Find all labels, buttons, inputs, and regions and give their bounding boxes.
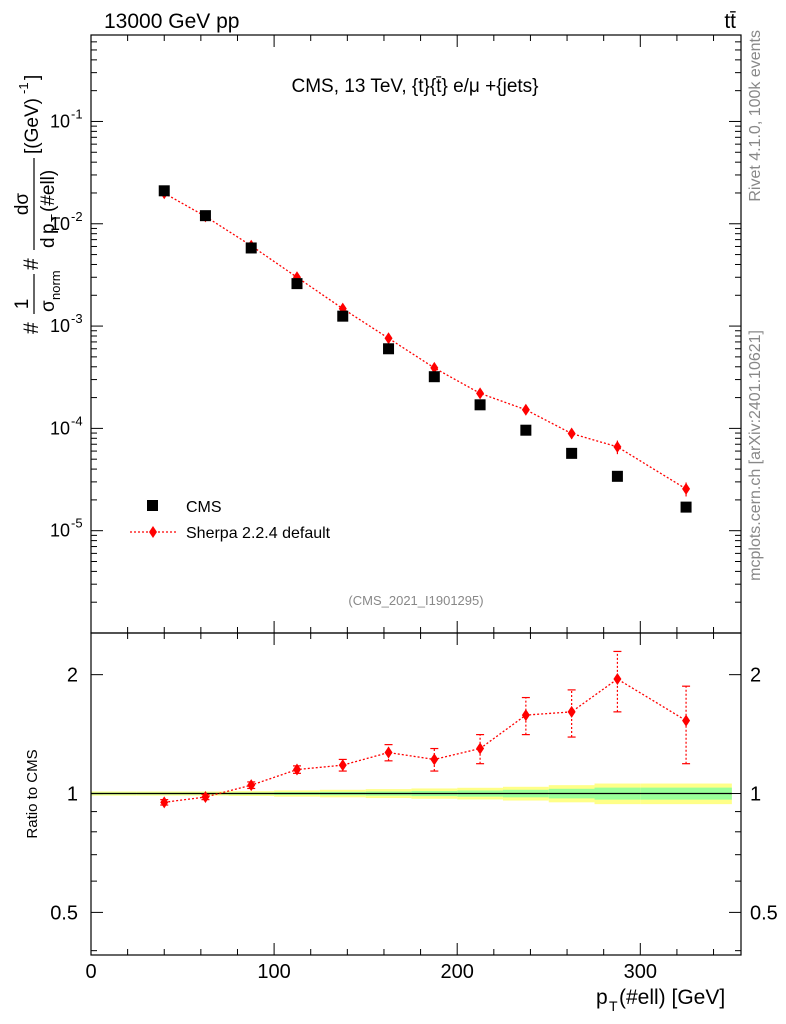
ratio-sherpa-point (476, 742, 485, 755)
ratio-sherpa-point (292, 763, 301, 776)
ratio-y-axis-title: Ratio to CMS (24, 749, 41, 838)
sherpa-point (682, 482, 691, 495)
ratio-y-tick-label-right: 1 (750, 784, 761, 806)
ytitle-one: 1 (12, 299, 33, 310)
x-tick-label: 300 (624, 961, 657, 983)
ytitle-t: T (48, 214, 63, 222)
legend-sherpa-marker (149, 526, 157, 538)
ratio-sherpa-point (430, 753, 439, 766)
analysis-id-label: (CMS_2021_I1901295) (348, 593, 483, 608)
cms-point (520, 424, 532, 436)
ratio-y-tick-label-right: 2 (750, 665, 761, 687)
rivet-info-label: Rivet 4.1.0, 100k events (747, 30, 764, 202)
y-tick-label-exponent: -5 (71, 516, 83, 531)
y-tick-label-exponent: -3 (71, 311, 83, 326)
sherpa-point (567, 427, 576, 440)
y-tick-label-exponent: -1 (71, 106, 83, 121)
ratio-sherpa-point (613, 673, 622, 686)
cms-point (428, 371, 440, 383)
cms-point (383, 343, 395, 355)
svg-text:#: # (20, 322, 43, 334)
ytitle-hash1: # (20, 322, 43, 334)
ratio-sherpa-point (160, 796, 169, 809)
ratio-sherpa-line (164, 678, 687, 803)
ratio-sherpa-point (567, 705, 576, 718)
legend-cms-label: CMS (186, 499, 222, 516)
ytitle-sigma: σ (38, 300, 59, 312)
cms-point (611, 470, 623, 482)
x-tick-label: 0 (85, 961, 96, 983)
collision-label: 13000 GeV pp (104, 10, 239, 33)
ratio-y-tick-label-right: 0.5 (750, 902, 778, 924)
ratio-sherpa-point (682, 714, 691, 727)
mcplots-label: mcplots.cern.ch [arXiv:2401.10621] (747, 330, 764, 581)
xtitle-p: p (596, 986, 608, 1009)
sherpa-line (163, 192, 687, 490)
cms-point (566, 447, 578, 459)
xtitle-t: T (609, 998, 618, 1014)
cms-point (337, 310, 349, 322)
main-plot-frame (90, 34, 742, 634)
x-tick-label: 100 (257, 961, 290, 983)
ytitle-units: [(GeV) (22, 98, 43, 154)
legend-sherpa-label: Sherpa 2.2.4 default (186, 525, 331, 542)
ytitle-p: p (38, 223, 59, 234)
ratio-plot-frame (90, 632, 742, 956)
cms-point (199, 210, 211, 222)
main-title: CMS, 13 TeV, {t}{t̄} e/μ +{jets} (291, 76, 538, 97)
ytitle-units-close: ] (22, 75, 43, 80)
cms-point (680, 501, 692, 513)
cms-point (245, 242, 257, 254)
xtitle-rest: (#ell) [GeV] (619, 986, 725, 1009)
cms-point (158, 185, 170, 197)
sherpa-point (521, 403, 530, 416)
ytitle-d: d (38, 237, 59, 248)
sherpa-point (384, 332, 393, 345)
y-tick-label: 10 (50, 214, 70, 234)
legend-cms-marker (147, 500, 158, 511)
main-y-axis-title: # 1 σ norm # dσ d p T (#ell) [(GeV) -1 ] (12, 75, 63, 334)
ratio-y-tick-label-left: 1 (67, 784, 78, 806)
ytitle-units-exp: -1 (16, 82, 31, 94)
process-label: tt̄ (724, 10, 736, 33)
ratio-y-tick-label-left: 2 (67, 665, 78, 687)
x-tick-label: 200 (441, 961, 474, 983)
ratio-sherpa-point (247, 779, 256, 792)
ytitle-norm: norm (48, 270, 63, 300)
y-tick-label-exponent: -4 (71, 413, 83, 428)
ratio-y-tick-label-left: 0.5 (50, 902, 78, 924)
ytitle-dsigma: dσ (12, 193, 33, 216)
cms-point (474, 399, 486, 411)
sherpa-point (430, 361, 439, 374)
legend: CMS Sherpa 2.2.4 default (130, 499, 331, 542)
y-tick-label: 10 (50, 316, 70, 336)
ytitle-hash2: # (20, 258, 43, 270)
ratio-sherpa-point (521, 709, 530, 722)
ratio-sherpa-point (384, 746, 393, 759)
y-tick-label: 10 (50, 418, 70, 438)
ytitle-arg: (#ell) (38, 170, 59, 212)
x-axis-title: p T (#ell) [GeV] (596, 986, 725, 1014)
main-panel: 10-110-210-310-410-5 CMS, 13 TeV, {t}{t̄… (12, 34, 742, 634)
y-tick-label-exponent: -2 (71, 209, 83, 224)
ratio-panel: 0.5 0.5 1 1 2 2 0 100 200 300 Ratio to CMS p T (#… (24, 632, 778, 1014)
ratio-sherpa-point (201, 790, 210, 803)
y-tick-label: 10 (50, 521, 70, 541)
cms-point (291, 278, 303, 290)
ratio-sherpa-point (338, 759, 347, 772)
sherpa-point (613, 440, 622, 453)
sherpa-point (476, 387, 485, 400)
y-tick-label: 10 (50, 111, 70, 131)
